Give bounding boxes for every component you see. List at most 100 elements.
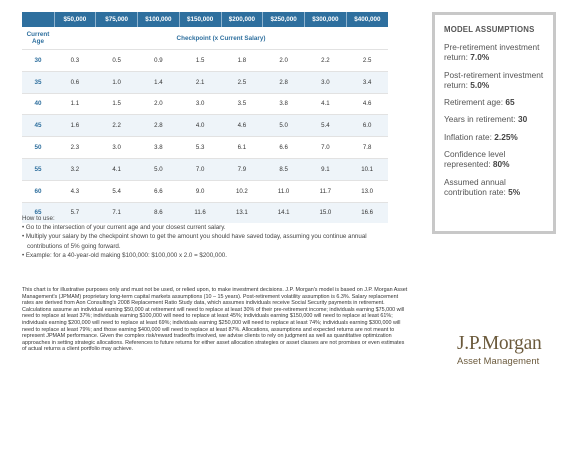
salary-header: $300,000 (304, 12, 347, 27)
assumption-label: Years in retirement: (444, 114, 518, 125)
checkpoint-cell: 2.2 (95, 114, 138, 137)
checkpoint-cell: 4.1 (95, 157, 138, 181)
checkpoint-cell: 6.6 (137, 179, 180, 203)
salary-header: $75,000 (95, 12, 138, 27)
salary-header: $150,000 (178, 12, 221, 27)
checkpoint-cell: 5.0 (137, 157, 180, 181)
checkpoint-cell: 11.6 (179, 201, 221, 224)
salary-header: $250,000 (262, 12, 305, 27)
checkpoint-cell: 0.9 (137, 49, 180, 72)
salary-header: $400,000 (345, 12, 388, 27)
checkpoint-table: $50,000 $75,000 $100,000 $150,000 $200,0… (22, 12, 388, 224)
salary-header: $200,000 (220, 12, 263, 27)
assumption-label: Pre-retirement investment return: (444, 42, 540, 63)
checkpoint-cell: 14.1 (262, 201, 305, 224)
checkpoint-cell: 6.0 (346, 114, 388, 137)
salary-header-row: $50,000 $75,000 $100,000 $150,000 $200,0… (22, 12, 388, 27)
checkpoint-cell: 9.0 (179, 179, 221, 203)
table-row: 65 5.7 7.1 8.6 11.6 13.1 14.1 15.0 16.6 (22, 201, 388, 224)
age-header-line2: Age (32, 38, 44, 45)
how-to-use: How to use: • Go to the intersection of … (22, 214, 392, 260)
checkpoint-cell: 3.4 (346, 70, 388, 94)
table-row: 55 3.2 4.1 5.0 7.0 7.9 8.5 9.1 10.1 (22, 157, 388, 181)
checkpoint-cell: 2.2 (304, 49, 347, 72)
checkpoint-cell: 2.1 (179, 70, 221, 94)
checkpoint-cell: 2.8 (137, 114, 180, 137)
checkpoint-cell: 10.2 (221, 179, 263, 203)
assumption-item: Years in retirement: 30 (444, 114, 544, 124)
corner-cell (22, 12, 54, 27)
checkpoint-cell: 4.0 (179, 114, 221, 137)
assumption-value: 2.25% (494, 131, 518, 142)
assumption-item: Confidence level represented: 80% (444, 149, 544, 170)
checkpoint-cell: 1.4 (137, 70, 180, 94)
checkpoint-cell: 11.7 (304, 179, 347, 203)
age-cell: 55 (22, 157, 54, 181)
assumption-value: 80% (492, 159, 510, 170)
table-row: 60 4.3 5.4 6.6 9.0 10.2 11.0 11.7 13.0 (22, 179, 388, 203)
checkpoint-cell: 0.5 (95, 49, 138, 72)
table-row: 45 1.6 2.2 2.8 4.0 4.6 5.0 5.4 6.0 (22, 114, 388, 137)
assumption-value: 5% (508, 186, 521, 197)
checkpoint-cell: 1.0 (95, 70, 138, 94)
jpmorgan-logo: J.P.Morgan Asset Management (457, 334, 569, 367)
checkpoint-cell: 3.2 (54, 157, 96, 181)
assumptions-title: MODEL ASSUMPTIONS (444, 25, 535, 34)
checkpoint-cell: 2.5 (221, 70, 263, 94)
current-age-header: Current Age (22, 27, 54, 50)
model-assumptions-box: MODEL ASSUMPTIONS Pre-retirement investm… (432, 12, 556, 234)
assumption-item: Inflation rate: 2.25% (444, 132, 544, 142)
checkpoint-cell: 1.1 (54, 92, 96, 115)
checkpoint-cell: 3.0 (95, 136, 138, 159)
assumption-label: Retirement age: (444, 97, 506, 108)
age-cell: 65 (22, 201, 54, 224)
checkpoint-cell: 4.6 (346, 92, 388, 115)
disclaimer: This chart is for illustrative purposes … (22, 287, 408, 353)
age-cell: 30 (22, 49, 54, 72)
assumption-label: Assumed annual contribution rate: (444, 176, 509, 197)
assumption-item: Assumed annual contribution rate: 5% (444, 177, 544, 198)
checkpoint-cell: 7.9 (221, 157, 263, 181)
checkpoint-cell: 4.3 (54, 179, 96, 203)
checkpoint-cell: 15.0 (304, 201, 347, 224)
how-to-title: How to use: (22, 215, 55, 222)
age-cell: 40 (22, 92, 54, 115)
assumption-value: 65 (505, 97, 515, 108)
checkpoint-cell: 3.0 (179, 92, 221, 115)
checkpoint-cell: 7.8 (346, 136, 388, 159)
how-to-bullet: • Multiply your salary by the checkpoint… (22, 233, 367, 250)
checkpoint-cell: 6.1 (221, 136, 263, 159)
checkpoint-cell: 2.0 (262, 49, 305, 72)
assumption-value: 7.0% (470, 52, 490, 63)
checkpoint-cell: 0.6 (54, 70, 96, 94)
assumption-item: Pre-retirement investment return: 7.0% (444, 42, 544, 63)
checkpoint-cell: 4.1 (304, 92, 347, 115)
how-to-bullet: • Example: for a 40-year-old making $100… (22, 251, 227, 259)
salary-header: $100,000 (137, 12, 180, 27)
assumption-label: Confidence level represented: (444, 149, 506, 170)
checkpoint-cell: 0.3 (54, 49, 96, 72)
checkpoint-cell: 3.8 (137, 136, 180, 159)
how-to-bullet: • Go to the intersection of your current… (22, 224, 226, 232)
checkpoint-cell: 16.6 (346, 201, 388, 224)
checkpoint-cell: 3.0 (304, 70, 347, 94)
checkpoint-cell: 8.6 (137, 201, 180, 224)
checkpoint-cell: 8.5 (262, 157, 305, 181)
checkpoint-cell: 7.0 (304, 136, 347, 159)
assumption-item: Retirement age: 65 (444, 97, 544, 107)
checkpoint-cell: 9.1 (304, 157, 347, 181)
checkpoint-header: Checkpoint (x Current Salary) (176, 34, 266, 42)
checkpoint-cell: 11.0 (262, 179, 305, 203)
checkpoint-cell: 2.5 (346, 49, 388, 72)
checkpoint-cell: 5.4 (95, 179, 138, 203)
checkpoint-cell: 1.8 (221, 49, 263, 72)
age-cell: 35 (22, 70, 54, 94)
age-header-line1: Current (26, 31, 50, 38)
checkpoint-cell: 5.0 (262, 114, 305, 137)
checkpoint-cell: 7.0 (179, 157, 221, 181)
assumption-label: Inflation rate: (444, 131, 495, 142)
checkpoint-cell: 3.8 (262, 92, 305, 115)
checkpoint-cell: 5.3 (179, 136, 221, 159)
age-cell: 50 (22, 136, 54, 159)
table-row: 30 0.3 0.5 0.9 1.5 1.8 2.0 2.2 2.5 (22, 49, 388, 72)
